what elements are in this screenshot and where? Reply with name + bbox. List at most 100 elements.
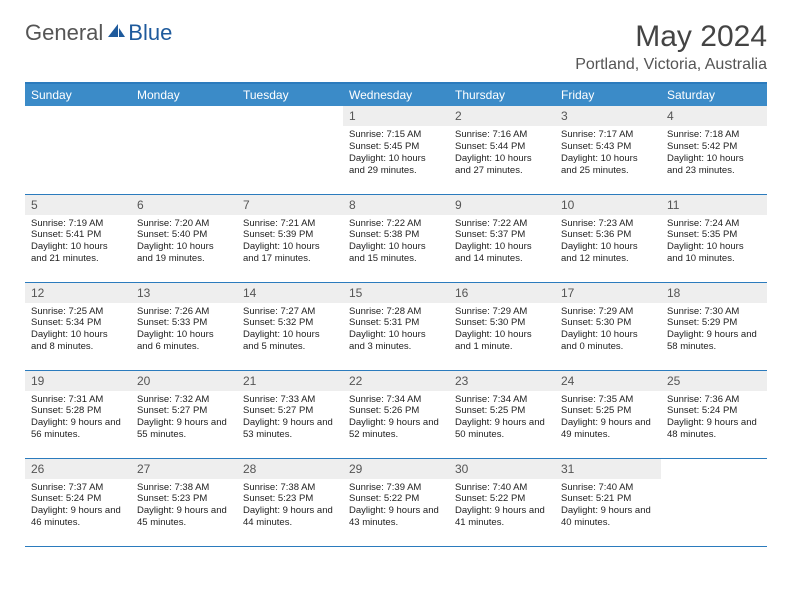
calendar-day-cell: 24Sunrise: 7:35 AMSunset: 5:25 PMDayligh…	[555, 370, 661, 458]
day-detail: Sunrise: 7:15 AMSunset: 5:45 PMDaylight:…	[343, 126, 449, 181]
day-detail: Sunrise: 7:37 AMSunset: 5:24 PMDaylight:…	[25, 479, 131, 534]
calendar-day-cell: 11Sunrise: 7:24 AMSunset: 5:35 PMDayligh…	[661, 194, 767, 282]
day-detail: Sunrise: 7:27 AMSunset: 5:32 PMDaylight:…	[237, 303, 343, 358]
day-number: 3	[555, 106, 661, 126]
day-number: 4	[661, 106, 767, 126]
day-header: Thursday	[449, 83, 555, 106]
calendar-day-cell: 19Sunrise: 7:31 AMSunset: 5:28 PMDayligh…	[25, 370, 131, 458]
calendar-table: Sunday Monday Tuesday Wednesday Thursday…	[25, 82, 767, 547]
calendar-day-cell: 13Sunrise: 7:26 AMSunset: 5:33 PMDayligh…	[131, 282, 237, 370]
calendar-week-row: 26Sunrise: 7:37 AMSunset: 5:24 PMDayligh…	[25, 458, 767, 546]
day-number: 22	[343, 371, 449, 391]
day-detail: Sunrise: 7:38 AMSunset: 5:23 PMDaylight:…	[131, 479, 237, 534]
day-detail: Sunrise: 7:30 AMSunset: 5:29 PMDaylight:…	[661, 303, 767, 358]
day-number: 2	[449, 106, 555, 126]
calendar-day-cell: 7Sunrise: 7:21 AMSunset: 5:39 PMDaylight…	[237, 194, 343, 282]
day-header: Tuesday	[237, 83, 343, 106]
day-detail: Sunrise: 7:38 AMSunset: 5:23 PMDaylight:…	[237, 479, 343, 534]
calendar-day-cell: 29Sunrise: 7:39 AMSunset: 5:22 PMDayligh…	[343, 458, 449, 546]
day-number: 18	[661, 283, 767, 303]
day-detail: Sunrise: 7:20 AMSunset: 5:40 PMDaylight:…	[131, 215, 237, 270]
calendar-day-cell: 6Sunrise: 7:20 AMSunset: 5:40 PMDaylight…	[131, 194, 237, 282]
day-number: 7	[237, 195, 343, 215]
location: Portland, Victoria, Australia	[575, 56, 767, 74]
calendar-day-cell: 8Sunrise: 7:22 AMSunset: 5:38 PMDaylight…	[343, 194, 449, 282]
day-number: 20	[131, 371, 237, 391]
day-number: 9	[449, 195, 555, 215]
day-header: Sunday	[25, 83, 131, 106]
calendar-day-cell: ....	[131, 106, 237, 194]
calendar-day-cell: 9Sunrise: 7:22 AMSunset: 5:37 PMDaylight…	[449, 194, 555, 282]
day-number: 13	[131, 283, 237, 303]
calendar-day-cell: 22Sunrise: 7:34 AMSunset: 5:26 PMDayligh…	[343, 370, 449, 458]
calendar-day-cell: 14Sunrise: 7:27 AMSunset: 5:32 PMDayligh…	[237, 282, 343, 370]
calendar-day-cell: 23Sunrise: 7:34 AMSunset: 5:25 PMDayligh…	[449, 370, 555, 458]
brand-part1: General	[25, 20, 103, 46]
day-detail: Sunrise: 7:31 AMSunset: 5:28 PMDaylight:…	[25, 391, 131, 446]
day-detail: Sunrise: 7:29 AMSunset: 5:30 PMDaylight:…	[555, 303, 661, 358]
calendar-day-cell: 2Sunrise: 7:16 AMSunset: 5:44 PMDaylight…	[449, 106, 555, 194]
calendar-day-cell: ....	[25, 106, 131, 194]
day-detail: Sunrise: 7:17 AMSunset: 5:43 PMDaylight:…	[555, 126, 661, 181]
calendar-day-cell: 31Sunrise: 7:40 AMSunset: 5:21 PMDayligh…	[555, 458, 661, 546]
day-detail: Sunrise: 7:34 AMSunset: 5:26 PMDaylight:…	[343, 391, 449, 446]
day-detail: Sunrise: 7:26 AMSunset: 5:33 PMDaylight:…	[131, 303, 237, 358]
day-detail: Sunrise: 7:40 AMSunset: 5:21 PMDaylight:…	[555, 479, 661, 534]
day-number: 25	[661, 371, 767, 391]
day-detail: Sunrise: 7:18 AMSunset: 5:42 PMDaylight:…	[661, 126, 767, 181]
day-number: 30	[449, 459, 555, 479]
calendar-week-row: 5Sunrise: 7:19 AMSunset: 5:41 PMDaylight…	[25, 194, 767, 282]
day-number: 24	[555, 371, 661, 391]
calendar-day-cell: 10Sunrise: 7:23 AMSunset: 5:36 PMDayligh…	[555, 194, 661, 282]
day-detail: Sunrise: 7:36 AMSunset: 5:24 PMDaylight:…	[661, 391, 767, 446]
brand-part2: Blue	[128, 20, 172, 46]
day-number: 16	[449, 283, 555, 303]
calendar-day-cell: 27Sunrise: 7:38 AMSunset: 5:23 PMDayligh…	[131, 458, 237, 546]
month-title: May 2024	[575, 20, 767, 54]
calendar-day-cell: 26Sunrise: 7:37 AMSunset: 5:24 PMDayligh…	[25, 458, 131, 546]
calendar-day-cell: 28Sunrise: 7:38 AMSunset: 5:23 PMDayligh…	[237, 458, 343, 546]
day-number: 28	[237, 459, 343, 479]
day-number: 6	[131, 195, 237, 215]
calendar-day-cell: 5Sunrise: 7:19 AMSunset: 5:41 PMDaylight…	[25, 194, 131, 282]
calendar-day-cell: ....	[661, 458, 767, 546]
header: General Blue May 2024 Portland, Victoria…	[25, 20, 767, 74]
brand-logo: General Blue	[25, 20, 172, 46]
day-number: 10	[555, 195, 661, 215]
calendar-day-cell: 18Sunrise: 7:30 AMSunset: 5:29 PMDayligh…	[661, 282, 767, 370]
day-detail: Sunrise: 7:34 AMSunset: 5:25 PMDaylight:…	[449, 391, 555, 446]
day-number: 23	[449, 371, 555, 391]
day-detail: Sunrise: 7:19 AMSunset: 5:41 PMDaylight:…	[25, 215, 131, 270]
day-number: 15	[343, 283, 449, 303]
day-number: 1	[343, 106, 449, 126]
calendar-day-cell: 1Sunrise: 7:15 AMSunset: 5:45 PMDaylight…	[343, 106, 449, 194]
day-detail: Sunrise: 7:40 AMSunset: 5:22 PMDaylight:…	[449, 479, 555, 534]
calendar-day-cell: 21Sunrise: 7:33 AMSunset: 5:27 PMDayligh…	[237, 370, 343, 458]
calendar-week-row: 19Sunrise: 7:31 AMSunset: 5:28 PMDayligh…	[25, 370, 767, 458]
day-detail: Sunrise: 7:22 AMSunset: 5:37 PMDaylight:…	[449, 215, 555, 270]
day-detail: Sunrise: 7:28 AMSunset: 5:31 PMDaylight:…	[343, 303, 449, 358]
day-number: 8	[343, 195, 449, 215]
calendar-day-cell: ....	[237, 106, 343, 194]
sail-icon	[106, 20, 126, 46]
day-number: 19	[25, 371, 131, 391]
day-number: 27	[131, 459, 237, 479]
day-number: 11	[661, 195, 767, 215]
calendar-body: ............1Sunrise: 7:15 AMSunset: 5:4…	[25, 106, 767, 546]
day-number: 14	[237, 283, 343, 303]
calendar-day-cell: 4Sunrise: 7:18 AMSunset: 5:42 PMDaylight…	[661, 106, 767, 194]
day-detail: Sunrise: 7:25 AMSunset: 5:34 PMDaylight:…	[25, 303, 131, 358]
day-header: Saturday	[661, 83, 767, 106]
day-number: 21	[237, 371, 343, 391]
calendar-day-cell: 20Sunrise: 7:32 AMSunset: 5:27 PMDayligh…	[131, 370, 237, 458]
title-block: May 2024 Portland, Victoria, Australia	[575, 20, 767, 74]
day-detail: Sunrise: 7:22 AMSunset: 5:38 PMDaylight:…	[343, 215, 449, 270]
day-detail: Sunrise: 7:21 AMSunset: 5:39 PMDaylight:…	[237, 215, 343, 270]
calendar-day-cell: 25Sunrise: 7:36 AMSunset: 5:24 PMDayligh…	[661, 370, 767, 458]
day-detail: Sunrise: 7:35 AMSunset: 5:25 PMDaylight:…	[555, 391, 661, 446]
day-header-row: Sunday Monday Tuesday Wednesday Thursday…	[25, 83, 767, 106]
day-detail: Sunrise: 7:33 AMSunset: 5:27 PMDaylight:…	[237, 391, 343, 446]
calendar-day-cell: 16Sunrise: 7:29 AMSunset: 5:30 PMDayligh…	[449, 282, 555, 370]
day-header: Friday	[555, 83, 661, 106]
day-detail: Sunrise: 7:29 AMSunset: 5:30 PMDaylight:…	[449, 303, 555, 358]
